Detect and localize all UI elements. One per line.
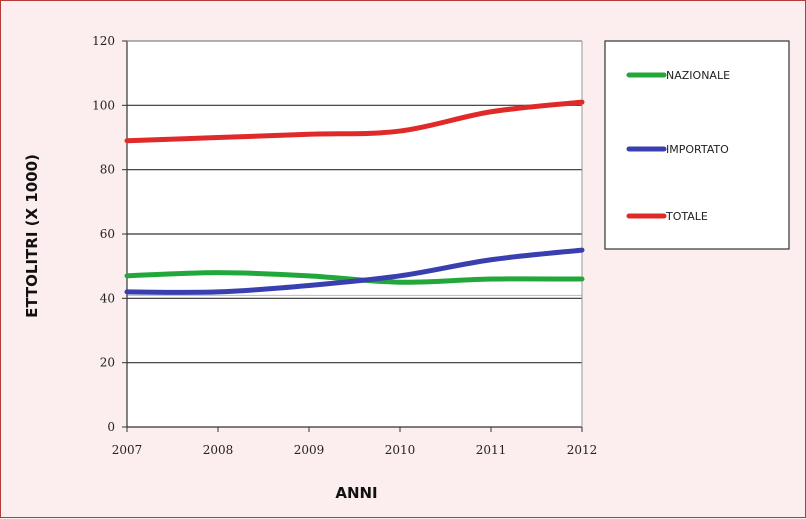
data-point-totale	[399, 130, 401, 132]
legend-label-importato: IMPORTATO	[666, 143, 729, 156]
data-point-totale	[217, 137, 219, 138]
data-point-totale	[490, 111, 492, 113]
data-point-importato	[581, 249, 583, 251]
y-tick-label: 0	[107, 420, 115, 434]
legend-label-totale: TOTALE	[665, 210, 708, 223]
data-point-totale	[126, 140, 128, 142]
data-point-importato	[399, 275, 401, 277]
data-point-importato	[217, 291, 219, 293]
x-tick-label: 2009	[294, 443, 325, 457]
data-point-importato	[490, 259, 492, 261]
data-point-importato	[308, 284, 310, 286]
data-point-nazionale	[581, 278, 583, 280]
data-point-nazionale	[399, 281, 401, 283]
legend-label-nazionale: NAZIONALE	[666, 69, 730, 82]
x-tick-label: 2007	[112, 443, 143, 457]
data-point-totale	[308, 133, 310, 135]
data-point-nazionale	[490, 278, 492, 280]
y-tick-label: 40	[100, 291, 115, 305]
data-point-nazionale	[308, 275, 310, 277]
data-point-totale	[581, 101, 583, 103]
y-tick-label: 20	[100, 356, 115, 370]
x-axis-title: ANNI	[335, 484, 377, 502]
y-tick-label: 100	[92, 98, 115, 112]
x-tick-label: 2011	[476, 443, 507, 457]
x-tick-label: 2010	[385, 443, 416, 457]
x-tick-label: 2008	[203, 443, 234, 457]
data-point-importato	[126, 291, 128, 293]
data-point-nazionale	[217, 272, 219, 274]
x-tick-label: 2012	[567, 443, 598, 457]
series-line-importato	[124, 247, 585, 295]
data-point-nazionale	[126, 275, 128, 277]
y-tick-label: 80	[100, 163, 115, 177]
y-tick-label: 60	[100, 227, 115, 241]
y-axis-title: ETTOLITRI (X 1000)	[23, 154, 41, 318]
y-tick-label: 120	[92, 34, 115, 48]
series-line-totale	[124, 99, 585, 144]
